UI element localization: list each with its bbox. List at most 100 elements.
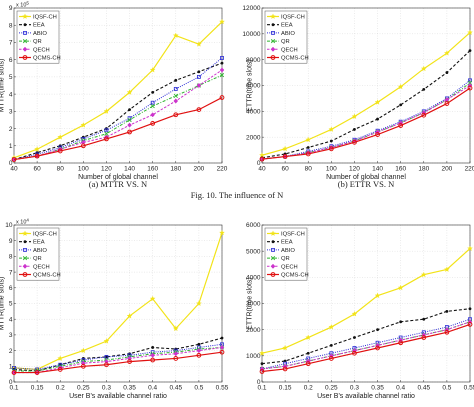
y-tick-label: 4000 bbox=[246, 109, 261, 116]
legend-box bbox=[264, 10, 308, 64]
plot-frame bbox=[13, 7, 223, 164]
marker-legend-qcms-ch-5 bbox=[22, 55, 28, 60]
marker-qcms-ch-4 bbox=[104, 362, 109, 368]
legend-box bbox=[16, 10, 60, 64]
legend-label: IQSF-CH bbox=[281, 232, 305, 238]
y-tick-label: 6 bbox=[9, 57, 13, 64]
chart-p2: 40 60 80 100 120 140 160 180 200 220 0 2000 4000 6000… bbox=[242, 5, 474, 189]
x-tick-label: 180 bbox=[170, 166, 181, 173]
x-tick-label: 0.55 bbox=[216, 385, 229, 392]
legend-label: QECH bbox=[33, 47, 50, 53]
marker-legend-qcms-ch-5 bbox=[22, 272, 28, 277]
marker-eea-8 bbox=[197, 70, 201, 74]
y-tick-label: 4000 bbox=[246, 275, 261, 282]
y-tick-label: 3 bbox=[9, 332, 13, 339]
series-line-abio bbox=[261, 318, 471, 370]
marker-iqsf-ch-3 bbox=[328, 324, 335, 330]
marker-iqsf-ch-3 bbox=[328, 126, 335, 132]
marker-qcms-ch-6 bbox=[398, 123, 404, 128]
x-tick-label: 220 bbox=[217, 166, 228, 173]
x-tick-label: 140 bbox=[372, 166, 383, 173]
marker-eea-0 bbox=[260, 362, 264, 366]
marker-iqsf-ch-9 bbox=[467, 245, 473, 251]
marker-qcms-ch-0 bbox=[11, 370, 17, 375]
marker-eea-6 bbox=[399, 320, 403, 324]
marker-qcms-ch-9 bbox=[467, 322, 473, 327]
marker-iqsf-ch-0 bbox=[259, 350, 265, 356]
legend-label: ABIO bbox=[33, 248, 47, 254]
y-tick-label: 2000 bbox=[246, 134, 261, 141]
marker-legend-eea-1 bbox=[23, 240, 27, 244]
y-tick-label: 8 bbox=[9, 22, 13, 29]
marker-legend-qech-4 bbox=[22, 263, 28, 269]
marker-iqsf-ch-9 bbox=[467, 29, 473, 35]
y-tick-label: 2 bbox=[9, 126, 13, 133]
marker-eea-7 bbox=[422, 317, 426, 321]
legend-label: IQSF-CH bbox=[33, 15, 57, 21]
x-tick-label: 180 bbox=[418, 166, 429, 173]
marker-legend-iqsf-ch-0 bbox=[270, 230, 276, 236]
marker-abio-4 bbox=[104, 128, 109, 133]
legend-label: EEA bbox=[33, 23, 45, 29]
marker-qcms-ch-7 bbox=[421, 335, 427, 340]
marker-eea-2 bbox=[306, 146, 310, 149]
marker-eea-4 bbox=[105, 355, 108, 359]
series-qcms-ch bbox=[259, 85, 473, 162]
series-line-eea bbox=[13, 62, 223, 161]
x-tick-label: 120 bbox=[101, 166, 112, 173]
marker-eea-3 bbox=[329, 343, 333, 347]
marker-legend-iqsf-ch-0 bbox=[22, 13, 28, 19]
legend-label: QCMS-CH bbox=[33, 56, 61, 62]
marker-qr-9 bbox=[467, 80, 473, 86]
y-tick-label: 0 bbox=[9, 160, 13, 167]
legend-label: QECH bbox=[33, 264, 50, 270]
legend-label: QCMS-CH bbox=[281, 56, 309, 62]
marker-qcms-ch-2 bbox=[57, 148, 63, 154]
series-line-eea bbox=[261, 308, 471, 365]
marker-qcms-ch-0 bbox=[11, 157, 17, 162]
marker-qr-7 bbox=[173, 93, 178, 98]
y-tick-label: 3000 bbox=[246, 301, 261, 308]
x-tick-label: 0.4 bbox=[148, 385, 157, 392]
series-eea bbox=[260, 307, 472, 366]
x-tick-label: 60 bbox=[281, 166, 289, 173]
marker-qcms-ch-2 bbox=[305, 151, 311, 157]
marker-qcms-ch-3 bbox=[328, 146, 334, 152]
series-eea bbox=[12, 61, 224, 161]
series-qr bbox=[11, 73, 225, 162]
marker-abio-4 bbox=[104, 354, 109, 359]
y-exponent-label: x 105 bbox=[16, 1, 29, 9]
marker-legend-qr-3 bbox=[22, 255, 28, 261]
marker-iqsf-ch-2 bbox=[57, 355, 64, 361]
y-axis-label: MTTR(time slots) bbox=[0, 59, 6, 113]
chart-p4: 0.1 0.15 0.2 0.25 0.3 0.35 0.4 0.45 0.5 0.55 0 1000… bbox=[246, 222, 474, 400]
marker-qech-8 bbox=[196, 348, 202, 354]
x-tick-label: 100 bbox=[78, 166, 89, 173]
legend-box bbox=[16, 227, 60, 281]
legend-label: QCMS-CH bbox=[33, 273, 61, 279]
series-line-iqsf-ch bbox=[261, 32, 471, 156]
x-axis-label: User B's available channel ratio bbox=[69, 393, 167, 400]
marker-iqsf-ch-2 bbox=[305, 136, 312, 143]
x-tick-label: 0.15 bbox=[31, 385, 44, 392]
chart-p3: 0.1 0.15 0.2 0.25 0.3 0.35 0.4 0.45 0.5 0.55 0 1 2 3 4… bbox=[0, 218, 229, 401]
marker-qcms-ch-0 bbox=[259, 156, 265, 162]
marker-eea-6 bbox=[151, 346, 155, 349]
marker-iqsf-ch-1 bbox=[282, 344, 288, 351]
series-line-qr bbox=[13, 74, 223, 161]
x-tick-label: 0.35 bbox=[371, 385, 384, 392]
y-tick-label: 1 bbox=[9, 364, 13, 371]
marker-abio-9 bbox=[468, 78, 472, 83]
marker-iqsf-ch-2 bbox=[305, 334, 312, 340]
legend: IQSF-CH EEA ABIO QR QECH QCMS-CH bbox=[264, 10, 309, 64]
marker-iqsf-ch-6 bbox=[149, 295, 156, 302]
marker-qcms-ch-9 bbox=[219, 95, 225, 100]
marker-legend-abio-2 bbox=[271, 247, 275, 252]
marker-iqsf-ch-5 bbox=[126, 89, 133, 95]
y-tick-label: 6 bbox=[9, 285, 13, 292]
legend-label: QCMS-CH bbox=[281, 273, 309, 279]
marker-iqsf-ch-8 bbox=[196, 300, 202, 306]
marker-qcms-ch-0 bbox=[259, 369, 265, 374]
marker-qr-9 bbox=[219, 73, 225, 78]
legend-label: IQSF-CH bbox=[33, 232, 57, 238]
